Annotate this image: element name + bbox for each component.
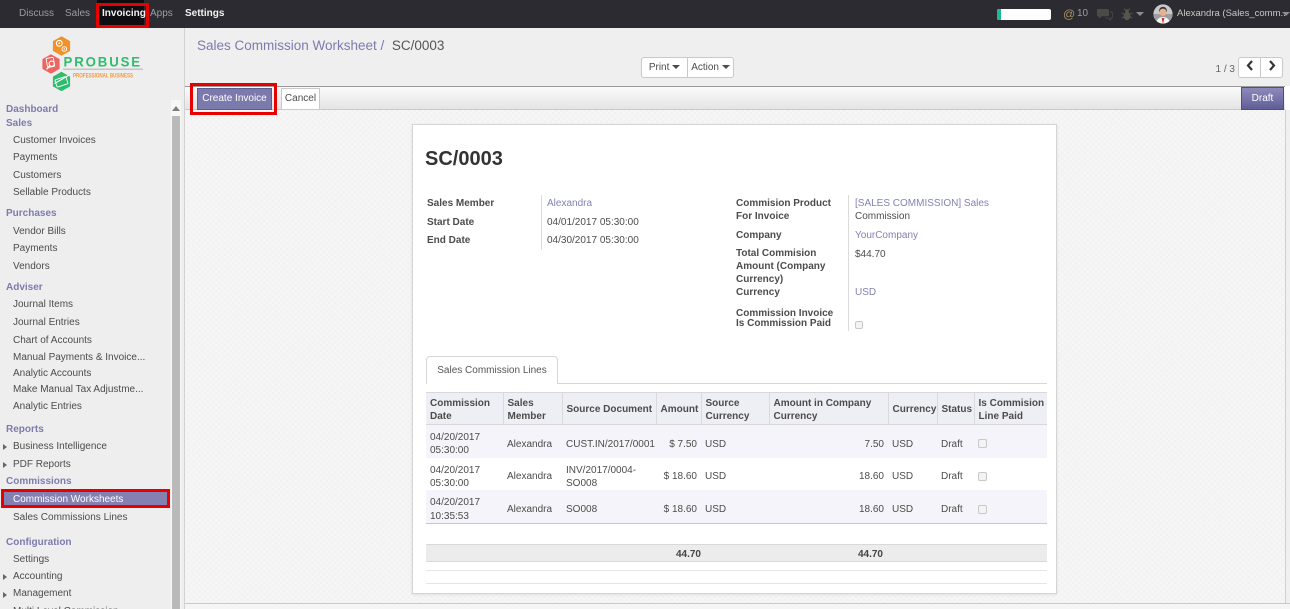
svg-text:PROFESSIONAL BUSINESS: PROFESSIONAL BUSINESS <box>73 72 133 79</box>
svg-text:PROBUSE: PROBUSE <box>64 54 143 70</box>
